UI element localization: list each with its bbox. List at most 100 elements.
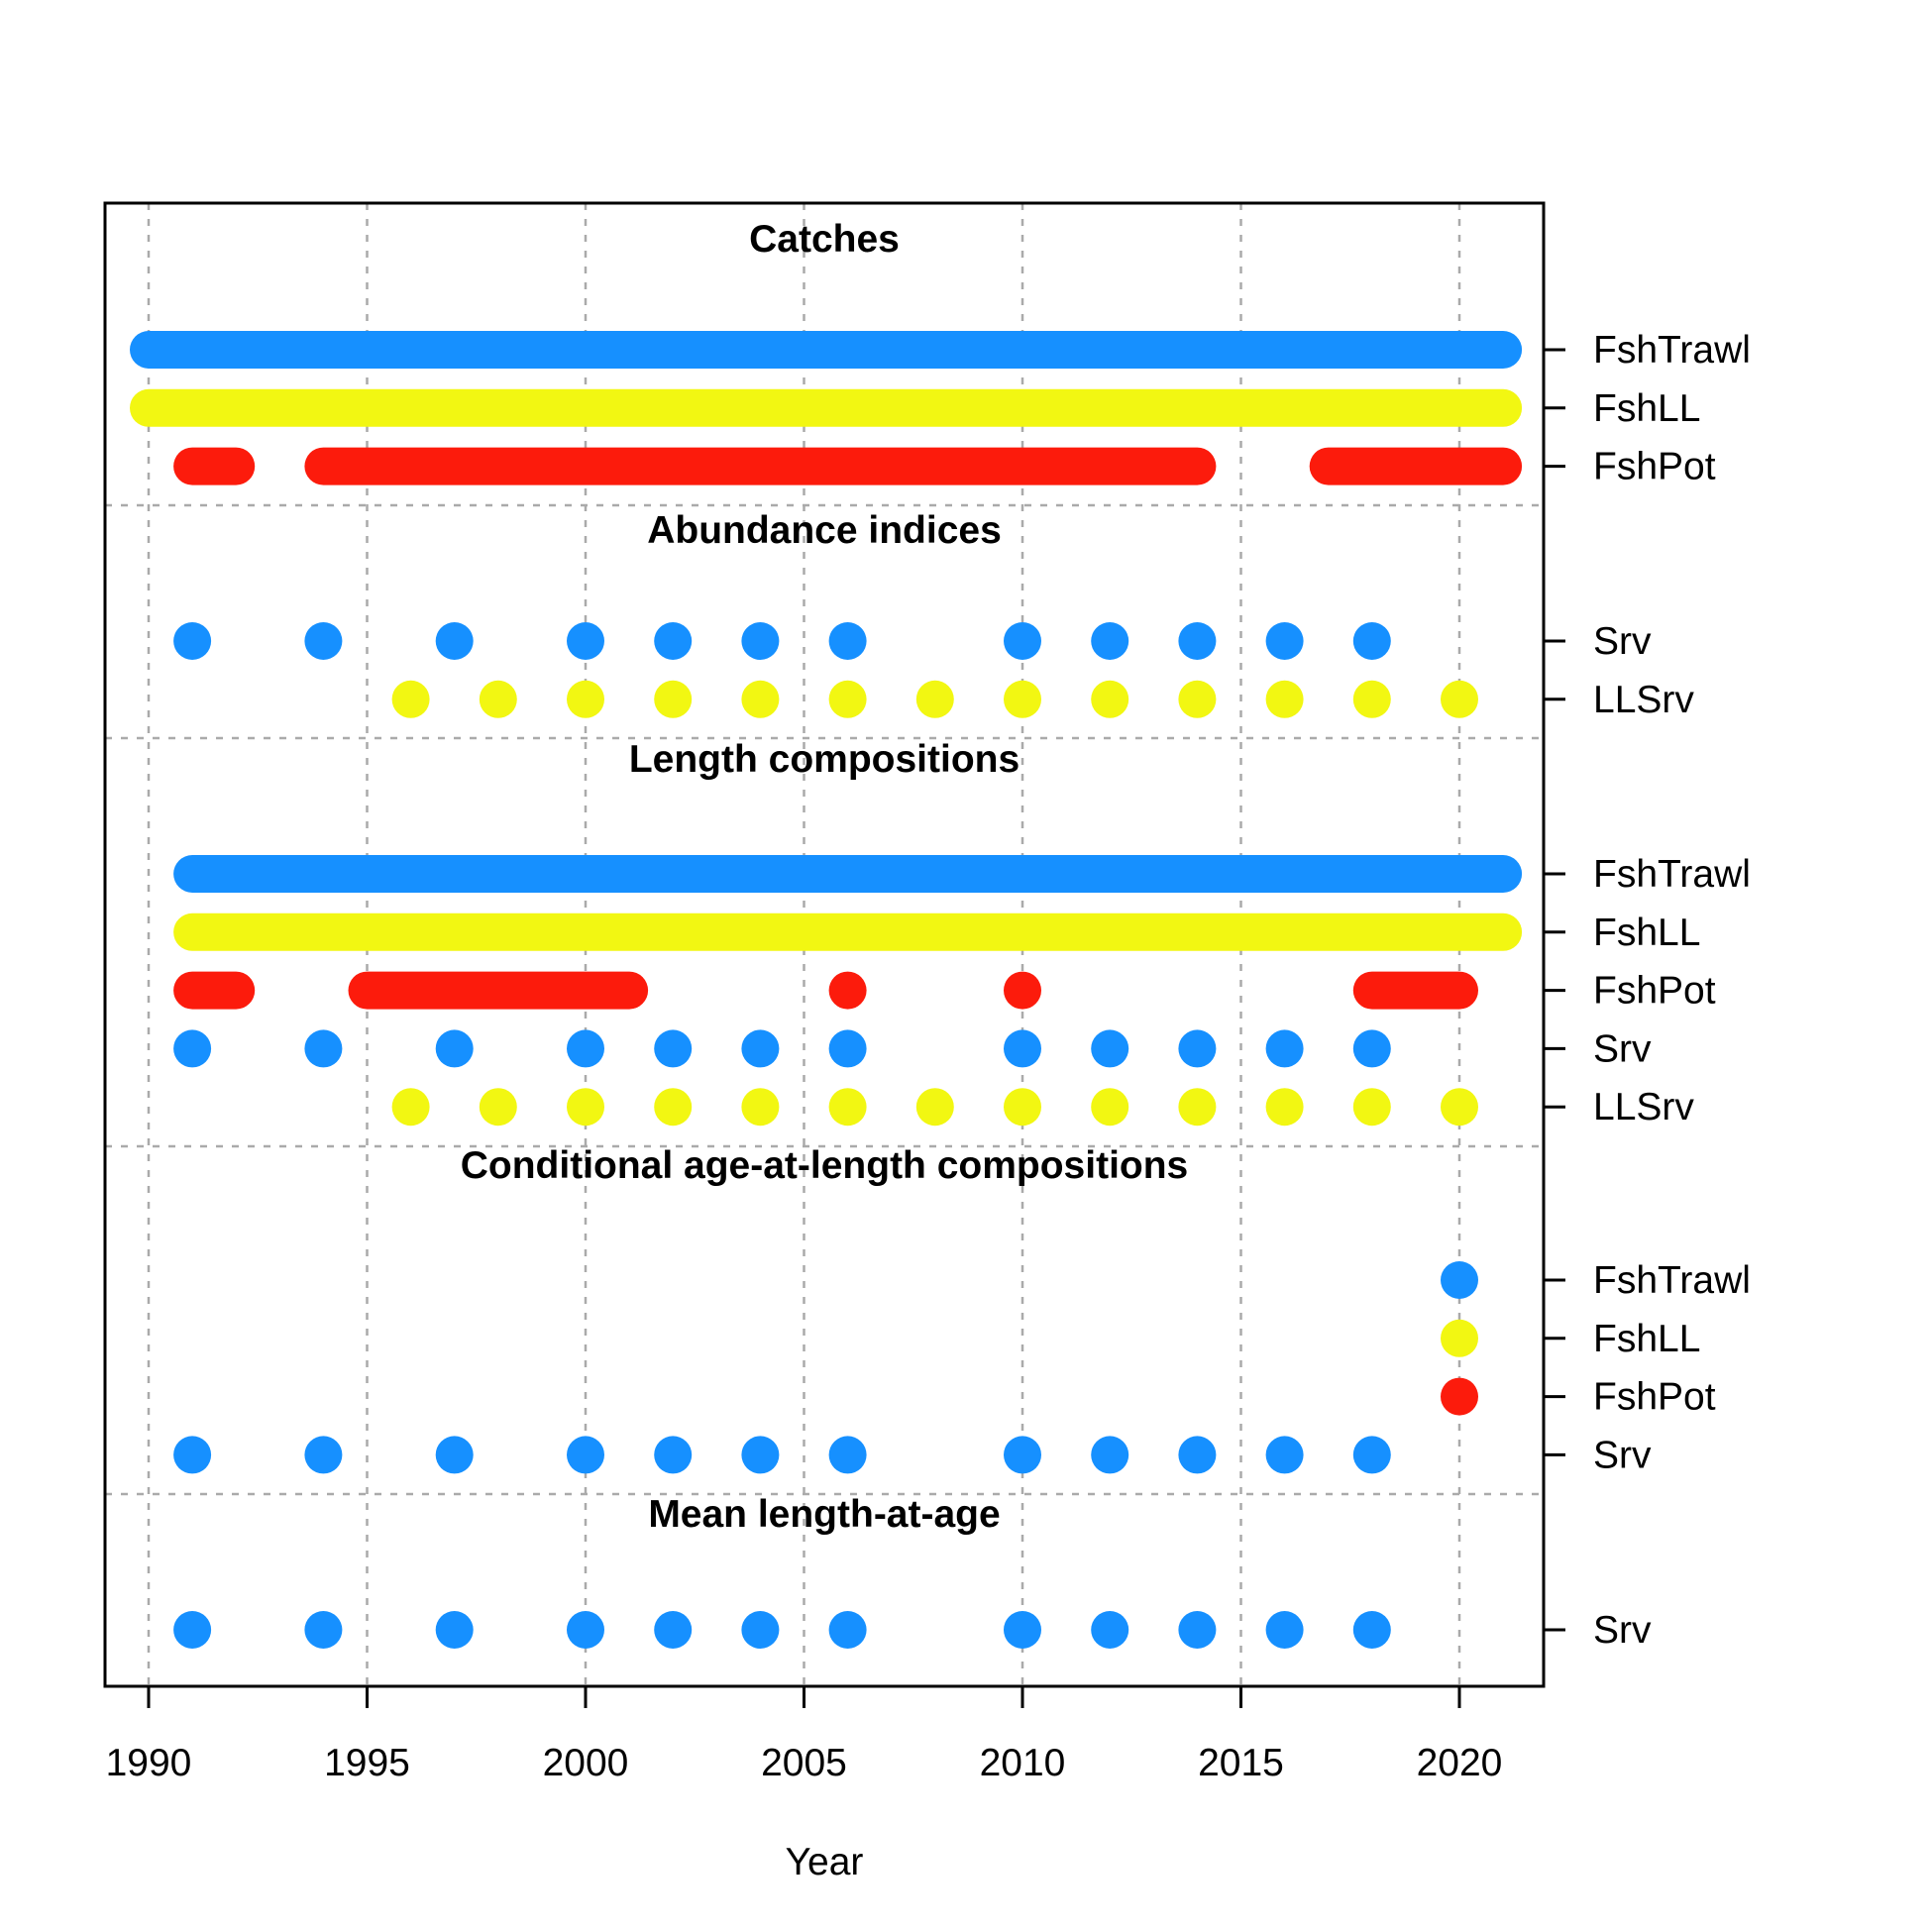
data-point-llsrv-2002 [654,1088,693,1127]
grid [105,203,1544,1686]
data-point-srv-2012 [1091,1029,1129,1068]
fleet-label-fshtrawl: FshTrawl [1593,329,1751,372]
data-point-srv-2006 [828,1029,867,1068]
data-point-srv-2000 [567,1611,604,1649]
data-point-fshpot-2006 [828,971,867,1010]
data-point-llsrv-2020 [1441,1088,1478,1127]
data-point-llsrv-2018 [1352,680,1391,718]
data-point-srv-2010 [1004,622,1041,660]
fleet-label-srv: Srv [1593,1434,1652,1476]
data-point-srv-2000 [567,1029,604,1068]
data-point-fshll-2020 [1441,1319,1478,1357]
x-tick-label-2000: 2000 [543,1742,629,1784]
section-title: Length compositions [629,738,1020,781]
data-point-llsrv-2016 [1265,1088,1304,1127]
data-point-srv-1994 [304,1436,343,1474]
data-point-llsrv-1998 [479,1088,517,1127]
data-point-llsrv-2000 [567,1088,604,1127]
data-point-llsrv-2012 [1091,1088,1129,1127]
section-title: Abundance indices [647,509,1002,552]
data-point-llsrv-1996 [391,1088,430,1127]
data-point-llsrv-2006 [828,680,867,718]
fleet-label-fshpot: FshPot [1593,446,1716,488]
fleet-label-srv: Srv [1593,1027,1652,1070]
data-point-srv-2016 [1265,1436,1304,1474]
data-point-srv-2010 [1004,1029,1041,1068]
fleet-label-srv: Srv [1593,620,1652,663]
data-point-srv-2016 [1265,1611,1304,1649]
data-point-srv-1997 [435,1611,474,1649]
data-point-llsrv-2008 [915,1088,954,1127]
x-axis-label: Year [786,1841,864,1883]
data-point-srv-2018 [1352,622,1391,660]
data-point-srv-1991 [173,622,212,660]
data-point-llsrv-2014 [1178,680,1217,718]
data-point-srv-1994 [304,622,343,660]
data-point-srv-2014 [1178,1029,1217,1068]
data-point-srv-2004 [741,622,780,660]
data-point-srv-1997 [435,1436,474,1474]
fleet-label-fshll: FshLL [1593,1318,1700,1360]
data-point-srv-2000 [567,622,604,660]
x-tick-label-2010: 2010 [980,1742,1066,1784]
data-point-fshpot-2020 [1441,1377,1478,1416]
data-point-srv-2006 [828,1611,867,1649]
data-point-llsrv-2004 [741,680,780,718]
data-point-llsrv-2010 [1004,680,1041,718]
data-point-llsrv-2010 [1004,1088,1041,1127]
data-point-llsrv-2020 [1441,680,1478,718]
fleet-label-fshtrawl: FshTrawl [1593,853,1751,896]
fleet-label-llsrv: LLSrv [1593,679,1694,721]
fleet-label-fshll: FshLL [1593,912,1700,954]
data-point-srv-2006 [828,1436,867,1474]
data-point-srv-2004 [741,1611,780,1649]
data-point-srv-2004 [741,1436,780,1474]
data-point-llsrv-2016 [1265,680,1304,718]
data-point-llsrv-2006 [828,1088,867,1127]
data-point-srv-2018 [1352,1029,1391,1068]
fleet-label-fshll: FshLL [1593,387,1700,430]
section-title: Catches [749,218,900,261]
data-point-srv-2012 [1091,1611,1129,1649]
data-point-srv-2002 [654,1611,693,1649]
data-point-fshpot-2010 [1004,971,1041,1010]
data-point-srv-1994 [304,1611,343,1649]
data-point-srv-2014 [1178,1436,1217,1474]
fleet-label-fshtrawl: FshTrawl [1593,1259,1751,1302]
data-point-srv-2004 [741,1029,780,1068]
x-axis: 1990 1995 2000 2005 2010 2015 2020 [106,1686,1503,1784]
x-tick-label-2020: 2020 [1417,1742,1503,1784]
data-point-srv-2018 [1352,1611,1391,1649]
data-point-srv-2018 [1352,1436,1391,1474]
x-tick-label-1990: 1990 [106,1742,192,1784]
data-point-fshtrawl-2020 [1441,1261,1478,1299]
fleet-label-llsrv: LLSrv [1593,1086,1694,1128]
x-tick-label-1995: 1995 [324,1742,410,1784]
fleet-label-fshpot: FshPot [1593,970,1716,1013]
data-point-llsrv-2004 [741,1088,780,1127]
x-tick-label-2015: 2015 [1198,1742,1284,1784]
data-point-srv-2002 [654,1029,693,1068]
section-title: Conditional age-at-length compositions [461,1144,1189,1187]
data-point-srv-2002 [654,622,693,660]
data-point-srv-2014 [1178,622,1217,660]
plot-frame [103,201,1546,1688]
data-point-srv-2000 [567,1436,604,1474]
section-title: Mean length-at-age [648,1493,1000,1536]
data-point-srv-2006 [828,622,867,660]
data-point-srv-2010 [1004,1611,1041,1649]
data-point-llsrv-2002 [654,680,693,718]
data-point-llsrv-1996 [391,680,430,718]
data-point-llsrv-2000 [567,680,604,718]
data-point-srv-1991 [173,1436,212,1474]
fleet-label-fshpot: FshPot [1593,1376,1716,1419]
data-point-srv-2016 [1265,1029,1304,1068]
data-point-llsrv-2008 [915,680,954,718]
section-and-fleet-labels: Catches FshTrawl FshLL FshPot Abundance indi… [461,218,1751,1652]
data-point-srv-2010 [1004,1436,1041,1474]
data-point-srv-2012 [1091,1436,1129,1474]
data-point-srv-1994 [304,1029,343,1068]
data-point-srv-1997 [435,1029,474,1068]
data-point-srv-2002 [654,1436,693,1474]
